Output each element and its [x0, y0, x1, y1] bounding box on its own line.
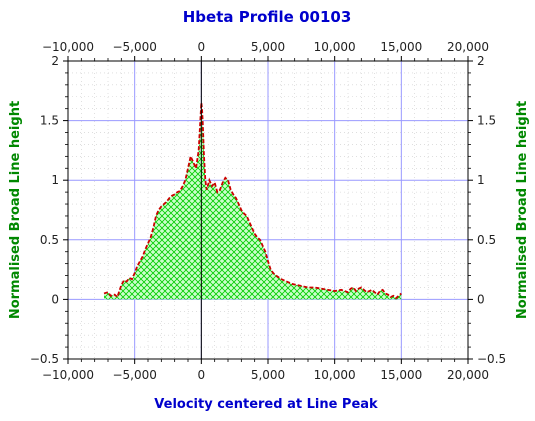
y-tick-label-left: −0.5	[30, 352, 59, 366]
x-tick-label-top: 20,000	[447, 40, 489, 54]
x-tick-label-top: 0	[198, 40, 206, 54]
y-axis-label-right: Normalised Broad Line height	[515, 101, 530, 319]
axis-ticks	[63, 56, 473, 364]
x-tick-label-bottom: 0	[198, 368, 206, 382]
x-tick-label-top: 5,000	[251, 40, 285, 54]
major-grid	[68, 61, 468, 359]
x-tick-label-bottom: −10,000	[42, 368, 94, 382]
y-tick-label-left: 2	[51, 54, 59, 68]
y-axis-label-left: Normalised Broad Line height	[8, 101, 23, 319]
x-tick-label-bottom: −5,000	[112, 368, 156, 382]
axis-tick-labels: −10,000−10,000−5,000−5,000005,0005,00010…	[30, 40, 506, 382]
y-tick-label-left: 0.5	[40, 233, 59, 247]
x-tick-label-bottom: 15,000	[380, 368, 422, 382]
x-tick-label-bottom: 5,000	[251, 368, 285, 382]
x-tick-label-top: −10,000	[42, 40, 94, 54]
y-tick-label-left: 1.5	[40, 114, 59, 128]
x-tick-label-top: −5,000	[112, 40, 156, 54]
y-tick-label-right: −0.5	[477, 352, 506, 366]
y-tick-label-left: 1	[51, 173, 59, 187]
chart-title: Hbeta Profile 00103	[183, 8, 352, 26]
area-layer	[103, 102, 402, 300]
y-tick-label-right: 2	[477, 54, 485, 68]
y-tick-label-left: 0	[51, 292, 59, 306]
y-tick-label-right: 0	[477, 292, 485, 306]
y-tick-label-right: 1.5	[477, 114, 496, 128]
y-tick-label-right: 0.5	[477, 233, 496, 247]
x-tick-label-top: 10,000	[314, 40, 356, 54]
profile-area-fill	[104, 102, 402, 300]
x-tick-label-bottom: 20,000	[447, 368, 489, 382]
y-tick-label-right: 1	[477, 173, 485, 187]
x-axis-label: Velocity centered at Line Peak	[154, 397, 378, 412]
x-tick-label-top: 15,000	[380, 40, 422, 54]
x-tick-label-bottom: 10,000	[314, 368, 356, 382]
